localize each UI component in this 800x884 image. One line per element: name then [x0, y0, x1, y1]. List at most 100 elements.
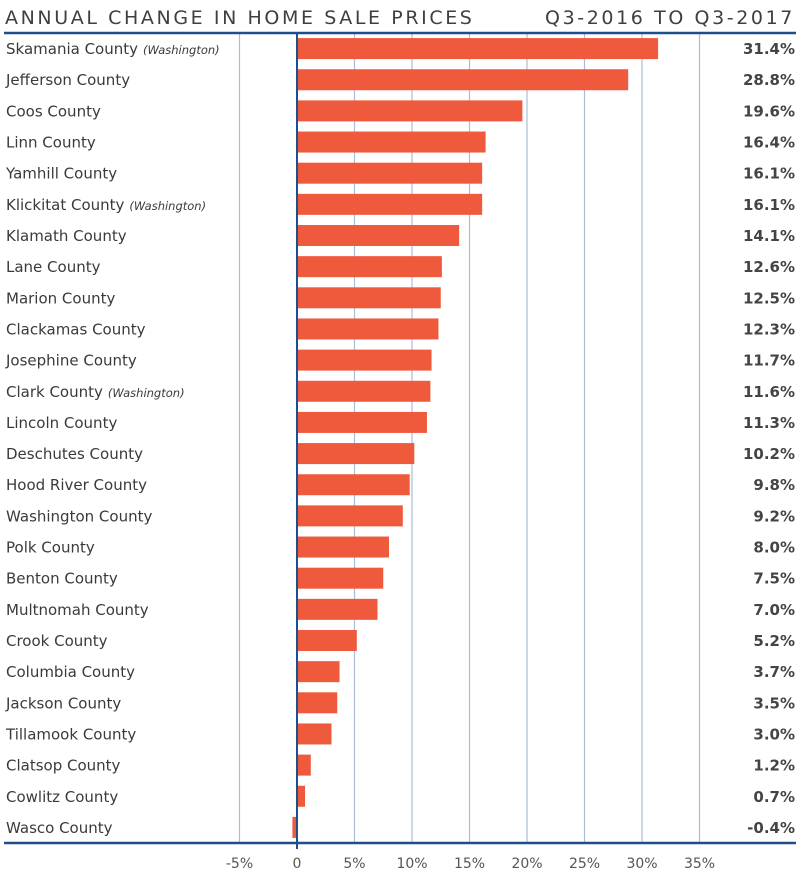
- state-note: (Washington): [143, 43, 220, 57]
- county-name: Jefferson County: [5, 71, 130, 89]
- county-name: Clackamas County: [6, 320, 146, 338]
- county-name: Coos County: [6, 102, 101, 120]
- value-label: 19.6%: [743, 102, 795, 120]
- state-note: (Washington): [108, 386, 185, 400]
- value-label: 11.7%: [743, 352, 795, 370]
- value-label: 3.5%: [753, 694, 795, 712]
- x-tick-label: 30%: [626, 856, 657, 872]
- x-tick-label: 20%: [511, 856, 542, 872]
- chart-subtitle: Q3-2016 TO Q3-2017: [545, 7, 795, 29]
- category-label: Clark County (Washington): [6, 383, 185, 401]
- bar: [297, 692, 338, 714]
- county-name: Klamath County: [6, 227, 127, 245]
- county-name: Jackson County: [5, 694, 121, 712]
- x-tick-label: 5%: [343, 856, 365, 872]
- category-label: Columbia County: [6, 663, 135, 681]
- category-label: Benton County: [6, 570, 118, 588]
- value-label: 12.3%: [743, 320, 795, 338]
- value-label: 8.0%: [753, 539, 795, 557]
- county-name: Cowlitz County: [6, 788, 118, 806]
- bar: [297, 193, 483, 215]
- category-label: Jefferson County: [5, 71, 130, 89]
- bar: [297, 411, 427, 433]
- x-tick-label: 0: [293, 856, 302, 872]
- bar: [297, 225, 460, 246]
- chart-title: ANNUAL CHANGE IN HOME SALE PRICES: [5, 7, 474, 29]
- category-label: Tillamook County: [5, 725, 136, 743]
- category-label: Klamath County: [6, 227, 127, 245]
- county-name: Tillamook County: [5, 725, 136, 743]
- bar: [297, 100, 523, 122]
- county-name: Josephine County: [5, 352, 137, 370]
- value-label: 12.5%: [743, 289, 795, 307]
- value-label: 9.2%: [753, 507, 795, 525]
- category-label: Skamania County (Washington): [6, 40, 220, 58]
- county-name: Deschutes County: [6, 445, 143, 463]
- x-tick-label: 35%: [684, 856, 715, 872]
- value-label: 3.0%: [753, 725, 795, 743]
- category-label: Polk County: [6, 539, 95, 557]
- value-label: -0.4%: [747, 819, 795, 837]
- value-label: 16.1%: [743, 165, 795, 183]
- category-label: Cowlitz County: [6, 788, 118, 806]
- county-name: Crook County: [6, 632, 108, 650]
- bar: [297, 505, 403, 527]
- county-name: Clatsop County: [6, 757, 121, 775]
- value-label: 9.8%: [753, 476, 795, 494]
- category-label: Coos County: [6, 102, 101, 120]
- category-label: Marion County: [6, 289, 115, 307]
- category-label: Deschutes County: [6, 445, 143, 463]
- county-name: Skamania County: [6, 40, 138, 58]
- county-name: Clark County: [6, 383, 103, 401]
- value-label: 11.3%: [743, 414, 795, 432]
- bar: [297, 630, 357, 651]
- bar: [297, 598, 378, 620]
- bar: [297, 443, 415, 465]
- value-label: 12.6%: [743, 258, 795, 276]
- category-label: Multnomah County: [6, 601, 149, 619]
- category-label: Lincoln County: [6, 414, 117, 432]
- category-label: Wasco County: [6, 819, 113, 837]
- x-axis-ticks: -5% 0 5% 10% 15% 20% 25% 30% 35%: [226, 856, 715, 872]
- value-label: 5.2%: [753, 632, 795, 650]
- county-name: Multnomah County: [6, 601, 149, 619]
- category-labels: Skamania County (Washington) Jefferson Cou…: [5, 40, 220, 837]
- value-label: 16.1%: [743, 196, 795, 214]
- bar: [297, 567, 384, 589]
- value-label: 1.2%: [753, 757, 795, 775]
- value-label: 10.2%: [743, 445, 795, 463]
- value-label: 7.0%: [753, 601, 795, 619]
- bar: [297, 131, 486, 153]
- value-label: 11.6%: [743, 383, 795, 401]
- bar: [297, 723, 332, 745]
- bar: [297, 785, 306, 807]
- bar: [297, 256, 442, 278]
- bar: [297, 162, 483, 184]
- county-name: Klickitat County: [6, 196, 125, 214]
- x-tick-label: 10%: [396, 856, 427, 872]
- county-name: Hood River County: [6, 476, 147, 494]
- county-name: Lincoln County: [6, 414, 117, 432]
- value-label: 7.5%: [753, 570, 795, 588]
- x-tick-label: -5%: [226, 856, 253, 872]
- value-label: 3.7%: [753, 663, 795, 681]
- bar: [297, 318, 439, 340]
- value-label: 14.1%: [743, 227, 795, 245]
- category-label: Yamhill County: [5, 165, 117, 183]
- county-name: Benton County: [6, 570, 118, 588]
- bar: [297, 380, 431, 402]
- bar: [297, 536, 389, 558]
- category-label: Jackson County: [5, 694, 121, 712]
- category-label: Klickitat County (Washington): [6, 196, 206, 214]
- county-name: Columbia County: [6, 663, 135, 681]
- county-name: Linn County: [6, 134, 96, 152]
- gridlines: [238, 33, 701, 843]
- category-label: Lane County: [6, 258, 101, 276]
- bar: [297, 69, 629, 91]
- county-name: Washington County: [6, 507, 152, 525]
- bar: [297, 754, 311, 776]
- bar: [297, 287, 441, 309]
- x-tick-label: 15%: [454, 856, 485, 872]
- category-label: Crook County: [6, 632, 108, 650]
